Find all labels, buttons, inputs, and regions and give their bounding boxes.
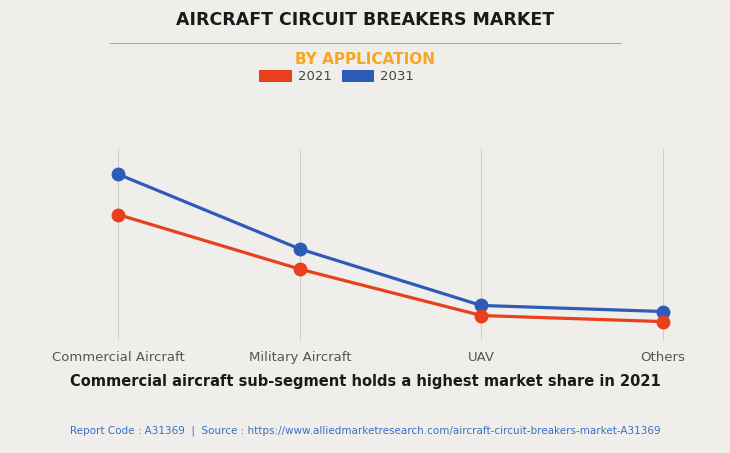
- Text: Report Code : A31369  |  Source : https://www.alliedmarketresearch.com/aircraft-: Report Code : A31369 | Source : https://…: [69, 426, 661, 436]
- Text: Commercial aircraft sub-segment holds a highest market share in 2021: Commercial aircraft sub-segment holds a …: [69, 374, 661, 389]
- Text: 2031: 2031: [380, 70, 414, 82]
- Text: AIRCRAFT CIRCUIT BREAKERS MARKET: AIRCRAFT CIRCUIT BREAKERS MARKET: [176, 11, 554, 29]
- Text: 2021: 2021: [298, 70, 331, 82]
- Text: BY APPLICATION: BY APPLICATION: [295, 52, 435, 67]
